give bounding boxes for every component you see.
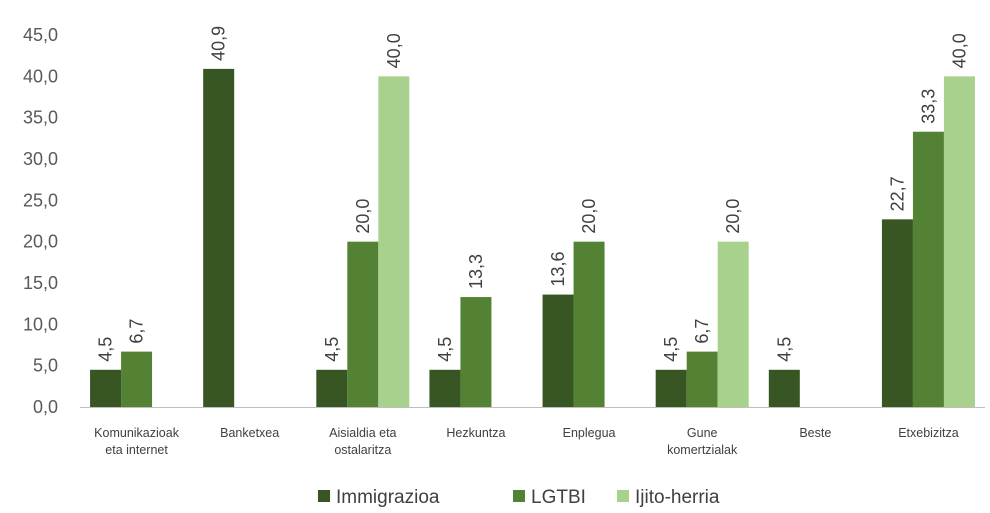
y-tick-label: 40,0: [23, 66, 58, 86]
bar-ijito-herria: [943, 76, 975, 407]
bar-immigrazioa: [881, 219, 913, 407]
bar-ijito-herria: [378, 76, 410, 407]
bar-immigrazioa: [203, 68, 235, 407]
bar-lgtbi: [912, 131, 944, 407]
bar-immigrazioa: [90, 369, 122, 407]
y-tick-label: 45,0: [23, 25, 58, 45]
legend-label-ijito-herria: Ijito-herria: [635, 487, 720, 508]
data-label: 13,6: [548, 252, 568, 287]
y-tick-label: 25,0: [23, 190, 58, 210]
y-tick-label: 15,0: [23, 273, 58, 293]
data-label: 20,0: [353, 199, 373, 234]
x-category-label: Hezkuntza: [446, 426, 505, 440]
data-label: 20,0: [579, 199, 599, 234]
x-category-label: Enplegua: [563, 426, 616, 440]
legend-swatch-lgtbi: [513, 490, 525, 502]
bar-lgtbi: [121, 351, 153, 407]
bar-lgtbi: [573, 241, 605, 407]
bar-immigrazioa: [542, 294, 574, 407]
legend-label-immigrazioa: Immigrazioa: [336, 487, 440, 508]
bar-immigrazioa: [655, 369, 687, 407]
y-tick-label: 10,0: [23, 314, 58, 334]
x-category-label: Gune komertzialak: [667, 426, 738, 457]
data-label: 6,7: [127, 319, 147, 344]
legend-swatch-ijito-herria: [617, 490, 629, 502]
bar-lgtbi: [460, 297, 492, 407]
data-label: 4,5: [322, 337, 342, 362]
data-label: 4,5: [661, 337, 681, 362]
x-category-label: Banketxea: [220, 426, 279, 440]
legend: Immigrazioa LGTBI Ijito-herria: [318, 487, 720, 508]
data-label: 40,0: [384, 33, 404, 68]
bar-lgtbi: [347, 241, 379, 407]
y-tick-label: 20,0: [23, 232, 58, 252]
data-label: 4,5: [435, 337, 455, 362]
data-label: 40,0: [949, 33, 969, 68]
x-category-label: Komunikazioak eta internet: [94, 426, 180, 457]
legend-label-lgtbi: LGTBI: [531, 487, 586, 508]
data-label: 40,9: [209, 26, 229, 61]
y-tick-label: 35,0: [23, 108, 58, 128]
x-category-label: Etxebizitza: [898, 426, 958, 440]
data-label: 20,0: [723, 199, 743, 234]
bar-immigrazioa: [429, 369, 461, 407]
data-labels: 4,5 6,7 40,9 4,5 20,0 40,0 4,5 13,3 13,6 20,0 4,5 6…: [96, 26, 970, 362]
bar-lgtbi: [686, 351, 718, 407]
bars: [90, 68, 975, 407]
bar-ijito-herria: [717, 241, 749, 407]
x-category-label: Aisialdia eta ostalaritza: [329, 426, 396, 457]
y-tick-label: 5,0: [33, 356, 58, 376]
data-label: 22,7: [887, 176, 907, 211]
bar-immigrazioa: [316, 369, 348, 407]
bar-immigrazioa: [768, 369, 800, 407]
x-axis: Komunikazioak eta internet Banketxea Aisial…: [94, 426, 959, 457]
y-tick-label: 30,0: [23, 149, 58, 169]
legend-swatch-immigrazioa: [318, 490, 330, 502]
data-label: 4,5: [774, 337, 794, 362]
data-label: 6,7: [692, 319, 712, 344]
data-label: 13,3: [466, 254, 486, 289]
y-axis: 0,0 5,0 10,0 15,0 20,0 25,0 30,0 35,0 40,0 45,0: [23, 25, 58, 417]
data-label: 4,5: [96, 337, 116, 362]
x-category-label: Beste: [799, 426, 831, 440]
y-tick-label: 0,0: [33, 397, 58, 417]
data-label: 33,3: [918, 89, 938, 124]
